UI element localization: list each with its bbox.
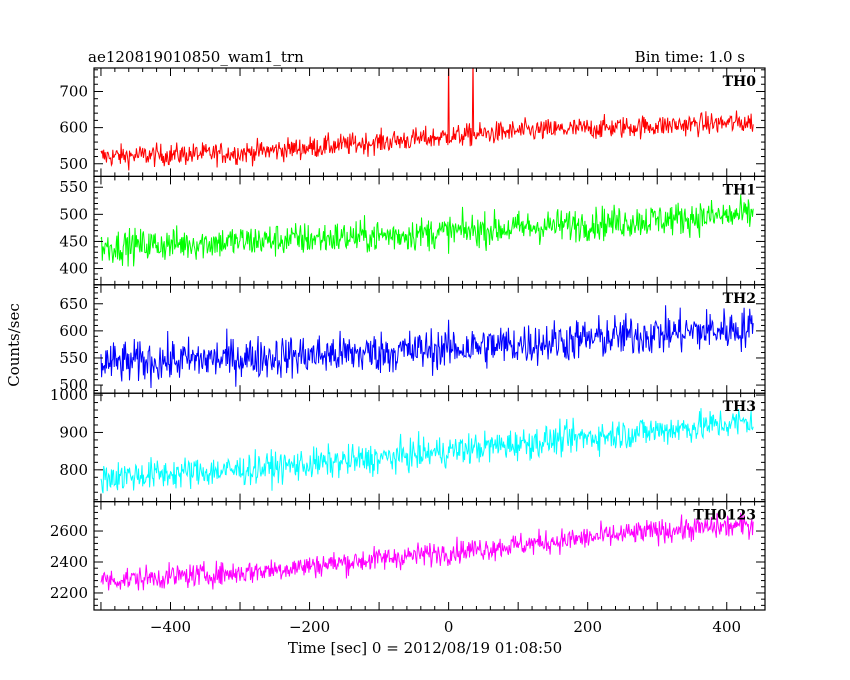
y-tick-label: 700 (59, 82, 88, 100)
panel-th1: 400 450 500 550 TH1 (59, 175, 766, 286)
y-tick-label: 400 (59, 260, 88, 278)
panel-frame (93, 392, 766, 503)
series-line-th1 (100, 194, 754, 267)
panel-name-label: TH3 (723, 399, 756, 415)
y-tick-label: 800 (59, 461, 88, 479)
panel-name-label: TH2 (723, 291, 756, 307)
series-line-th3 (100, 408, 754, 494)
panel-th0: 500 600 700 TH0 (59, 67, 766, 178)
y-tick-label: 450 (59, 232, 88, 250)
panels: 500 600 700 TH0 400 450 500 550 TH1 500 550 600 650 T… (50, 67, 766, 611)
panel-th3: 800 900 1000 TH3 (50, 386, 766, 503)
series-line-th0123 (100, 512, 754, 591)
x-tick-label: 400 (712, 618, 741, 636)
y-tick-label: 1000 (50, 386, 88, 404)
x-tick-label: 0 (444, 618, 454, 636)
plot-title: ae120819010850_wam1_trn (88, 48, 304, 66)
series-line-th2 (100, 305, 754, 389)
x-tick-label: 200 (573, 618, 602, 636)
y-tick-label: 500 (59, 376, 88, 394)
series-line-th0 (100, 68, 754, 171)
y-tick-label: 600 (59, 119, 88, 137)
y-tick-label: 500 (59, 155, 88, 173)
y-tick-label: 2400 (50, 553, 88, 571)
y-tick-label: 550 (59, 178, 88, 196)
y-tick-label: 550 (59, 349, 88, 367)
panel-th2: 500 550 600 650 TH2 (59, 284, 766, 394)
y-tick-label: 900 (59, 423, 88, 441)
y-tick-label: 2200 (50, 584, 88, 602)
y-tick-label: 500 (59, 205, 88, 223)
panel-name-label: TH0123 (693, 508, 756, 524)
bin-time-label: Bin time: 1.0 s (635, 48, 745, 66)
x-tick-label: −400 (150, 618, 191, 636)
y-tick-label: 600 (59, 322, 88, 340)
y-tick-label: 650 (59, 295, 88, 313)
x-axis: −400 −200 0 200 400 (150, 618, 741, 636)
panel-th0123: 2200 2400 2600 TH0123 (50, 501, 766, 611)
panel-name-label: TH0 (723, 74, 757, 90)
y-axis-title: Counts/sec (5, 303, 23, 387)
x-tick-label: −200 (289, 618, 330, 636)
panel-name-label: TH1 (723, 182, 756, 198)
y-tick-label: 2600 (50, 522, 88, 540)
x-axis-title: Time [sec] 0 = 2012/08/19 01:08:50 (288, 639, 562, 657)
